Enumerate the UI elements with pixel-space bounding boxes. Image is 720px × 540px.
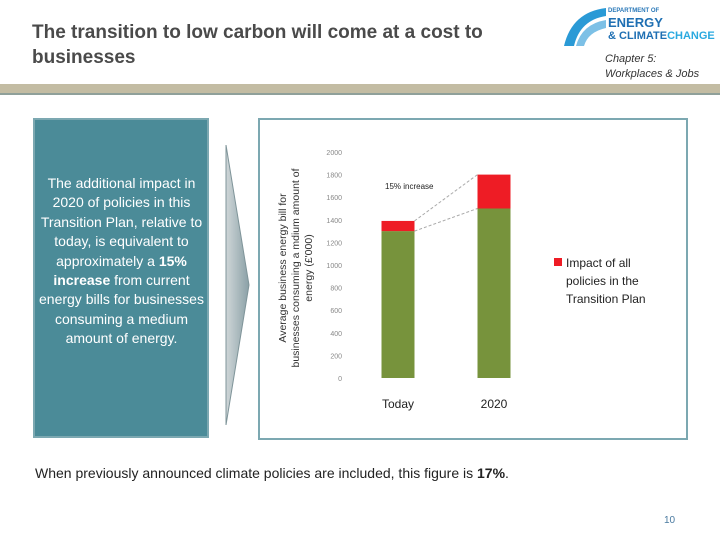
bar-2020-impact: [477, 174, 511, 209]
slide-title: The transition to low carbon will come a…: [32, 22, 483, 68]
decc-logo: DEPARTMENT OF ENERGY & CLIMATECHANGE: [562, 6, 715, 48]
callout-text: The additional impact in 2020 of policie…: [38, 174, 205, 349]
chapter-name: Workplaces & Jobs: [605, 68, 700, 80]
bar-today-base: [381, 231, 415, 378]
x-tick-label-2020: 2020: [481, 397, 508, 411]
chapter-label: Chapter 5: Workplaces & Jobs: [605, 52, 699, 82]
logo-dept-text: DEPARTMENT OF: [608, 8, 660, 14]
logo-climate-change: & CLIMATECHANGE: [608, 30, 715, 42]
logo-swoosh-icon: [564, 8, 606, 46]
connector-line-bottom: [414, 208, 478, 232]
y-tick-label: 0: [338, 376, 342, 383]
header-bar: [0, 84, 720, 93]
y-tick-label: 1000: [326, 263, 342, 270]
y-tick-label: 1400: [326, 218, 342, 225]
right-arrow-icon: [225, 145, 250, 425]
callout-highlight: 15% increase: [53, 252, 187, 289]
x-tick-label-today: Today: [382, 397, 414, 411]
y-tick-label: 1600: [326, 195, 342, 202]
chart-frame: Average business energy bill forbusiness…: [258, 118, 688, 440]
annotation-label: 15% increase: [385, 182, 434, 191]
footnote-start: When previously announced climate polici…: [35, 465, 478, 481]
page-number: 10: [664, 515, 676, 526]
footnote-end: .: [505, 465, 509, 481]
logo-change-text: CHANGE: [667, 30, 715, 42]
y-axis-label: Average business energy bill forbusiness…: [277, 168, 315, 367]
header-divider: [0, 93, 720, 95]
y-tick-label: 1200: [326, 240, 342, 247]
y-tick-label: 800: [330, 286, 342, 293]
callout-text-start: The additional impact in 2020 of policie…: [40, 175, 203, 269]
callout-text-end: from current energy bills for businesses…: [39, 272, 204, 347]
y-tick-label: 1800: [326, 173, 342, 180]
footnote-text: When previously announced climate polici…: [35, 465, 509, 481]
y-tick-label: 400: [330, 331, 342, 338]
legend-label: Impact of all: [566, 256, 631, 270]
bar-2020-base: [477, 208, 511, 378]
chart-svg: Average business energy bill forbusiness…: [277, 150, 646, 411]
bar-today-impact: [381, 220, 415, 232]
legend-swatch: [554, 258, 562, 266]
logo-climate-text: & CLIMATE: [608, 30, 668, 42]
y-tick-label: 600: [330, 308, 342, 315]
y-tick-label: 2000: [326, 150, 342, 157]
logo-energy-text: ENERGY: [608, 15, 663, 30]
svg-text:Average business energy bill f: Average business energy bill forbusiness…: [277, 168, 315, 367]
legend-label: Transition Plan: [566, 292, 646, 306]
callout-box: [33, 118, 209, 438]
legend-label: policies in the: [566, 274, 639, 288]
chapter-number: Chapter 5:: [605, 53, 657, 65]
connector-line-top: [414, 174, 478, 222]
y-tick-label: 200: [330, 353, 342, 360]
footnote-highlight: 17%: [477, 465, 506, 481]
